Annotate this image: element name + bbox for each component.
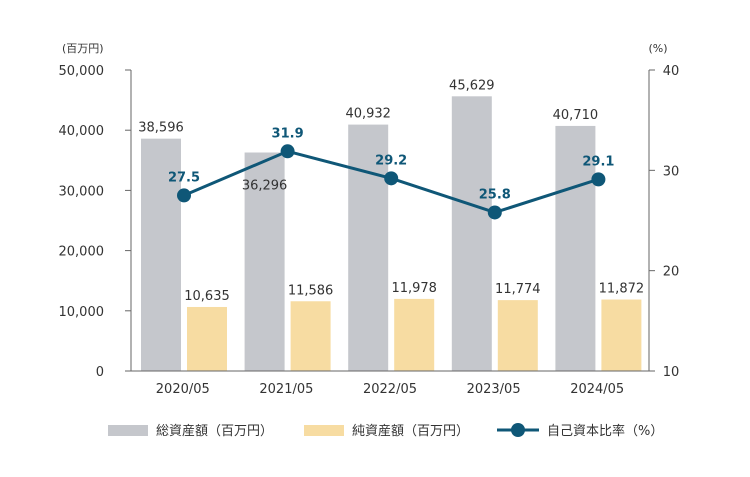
right-tick-label: 10 [663,365,680,380]
x-tick-label: 2020/05 [156,382,210,397]
legend-label-total-assets: 総資産額（百万円） [156,423,273,439]
total-assets-bar [244,152,285,371]
equity-ratio-point [280,144,295,159]
net-assets-label: 11,872 [599,282,645,297]
equity-ratio-point [591,172,606,187]
equity-ratio-label: 27.5 [168,170,200,185]
equity-ratio-label: 29.2 [375,153,407,168]
total-assets-bar [555,125,596,371]
legend: 総資産額（百万円） 純資産額（百万円） 自己資本比率（%） [108,423,663,439]
total-assets-bar [451,96,492,372]
x-tick-label: 2024/05 [570,382,624,397]
equity-ratio-point [177,188,191,203]
net-assets-bar [601,299,642,371]
bar-labels-layer: 38,596 10,635 36,296 11,586 40,932 11,978 45,6… [138,78,644,304]
total-assets-label: 45,629 [449,78,495,93]
total-assets-label: 38,596 [138,121,184,136]
total-assets-bar [348,124,389,372]
total-assets-bar [141,138,181,371]
equity-ratio-label: 25.8 [479,187,511,202]
left-tick-label: 50,000 [59,64,105,79]
equity-ratio-point [384,171,399,186]
net-assets-bar [290,301,331,371]
net-assets-label: 11,586 [288,283,334,298]
left-tick-label: 20,000 [59,245,105,260]
net-assets-bar [497,300,538,371]
net-assets-label: 11,774 [495,282,541,297]
left-tick-label: 30,000 [59,184,105,199]
x-axis-labels: 2020/05 2021/05 2022/05 2023/05 2024/05 [156,382,624,397]
bars-layer [141,96,642,372]
legend-swatch-net-assets [304,425,344,436]
total-assets-label: 40,710 [553,108,599,123]
legend-marker-equity-ratio [511,423,525,437]
x-tick-label: 2021/05 [259,382,313,397]
left-tick-label: 10,000 [59,305,105,320]
right-tick-label: 20 [663,265,680,280]
legend-swatch-total-assets [108,425,148,436]
left-tick-label: 0 [96,365,104,380]
right-tick-label: 30 [663,164,680,179]
left-axis-ticks: 0 10,000 20,000 30,000 40,000 50,000 [59,64,131,380]
right-axis-unit: (%) [648,42,667,55]
equity-ratio-label: 31.9 [272,126,304,141]
equity-ratio-label: 29.1 [582,154,614,169]
right-axis-ticks: 10 20 30 40 [649,64,679,380]
net-assets-label: 11,978 [391,281,437,296]
legend-label-equity-ratio: 自己資本比率（%） [547,423,663,439]
net-assets-label: 10,635 [184,289,230,304]
ratio-line-layer: 27.5 31.9 29.2 25.8 29.1 [168,126,614,220]
left-tick-label: 40,000 [59,124,105,139]
left-axis-unit: (百万円) [62,42,104,55]
total-assets-label: 40,932 [345,107,391,122]
x-tick-label: 2023/05 [467,382,521,397]
equity-ratio-point [487,205,502,220]
right-tick-label: 40 [663,64,680,79]
net-assets-bar [187,306,227,371]
x-tick-label: 2022/05 [363,382,417,397]
legend-label-net-assets: 純資産額（百万円） [352,423,469,439]
total-assets-label: 36,296 [242,178,288,193]
net-assets-bar [394,298,435,371]
